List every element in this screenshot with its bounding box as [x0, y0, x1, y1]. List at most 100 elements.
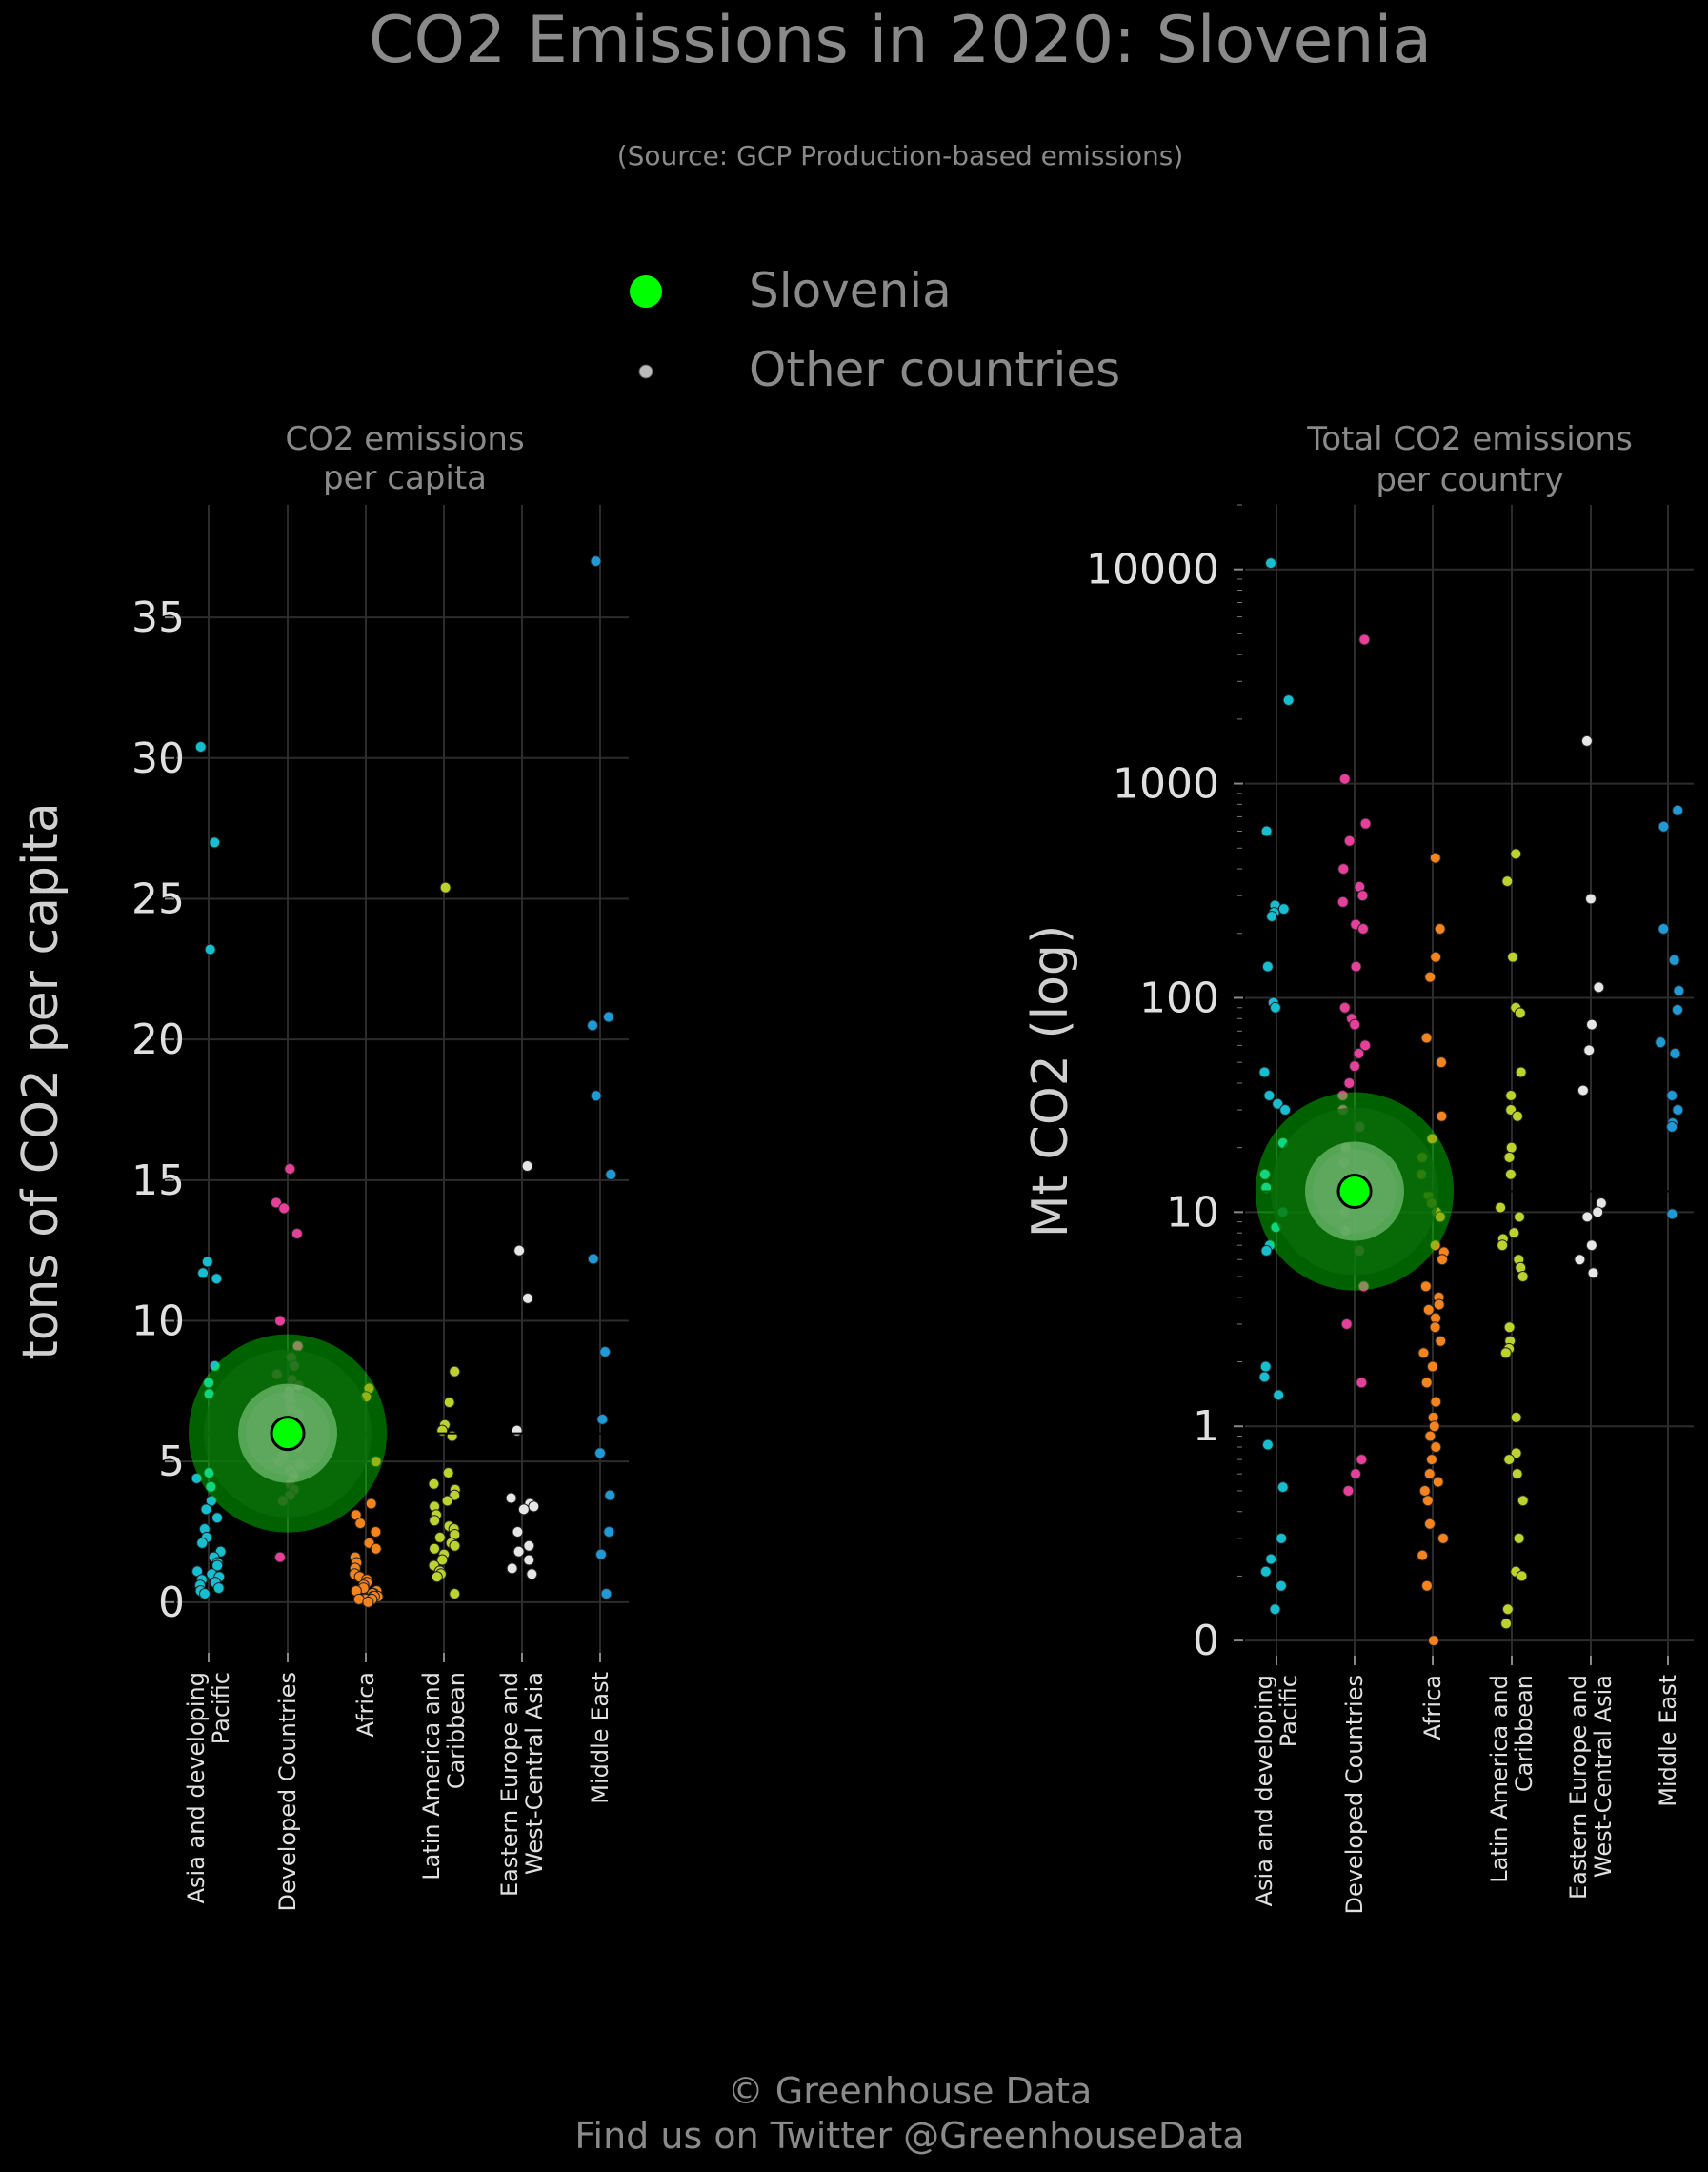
data-point	[1258, 1066, 1271, 1078]
data-point	[1585, 1239, 1597, 1252]
y-tick-label: 0	[158, 1579, 185, 1627]
footer-credit: © Greenhouse Data	[728, 2070, 1093, 2112]
data-point	[1658, 923, 1670, 935]
data-point	[191, 1472, 203, 1484]
data-point	[1260, 1244, 1273, 1257]
data-point	[1436, 1056, 1448, 1069]
legend: Slovenia Other countries	[630, 263, 1120, 397]
data-point	[1501, 1603, 1514, 1616]
footer-twitter: Find us on Twitter @GreenhouseData	[574, 2115, 1244, 2157]
data-point	[1430, 1396, 1442, 1408]
data-point	[197, 1267, 210, 1279]
data-point	[1500, 1618, 1513, 1630]
data-point	[1586, 1018, 1598, 1031]
data-point	[604, 1489, 616, 1501]
x-category-label: Africa	[352, 1672, 379, 1737]
data-point	[1337, 863, 1350, 875]
data-point	[1421, 1579, 1434, 1592]
x-category-label: Pacific	[1276, 1675, 1302, 1747]
y-tick-label: 20	[131, 1016, 185, 1064]
data-point	[512, 1545, 525, 1558]
data-point	[1517, 1271, 1529, 1283]
data-point	[442, 1466, 454, 1478]
data-point	[506, 1562, 518, 1575]
data-point	[449, 1539, 461, 1552]
data-point	[194, 740, 207, 753]
data-point	[274, 1551, 287, 1563]
data-point	[1261, 1438, 1274, 1451]
data-point	[370, 1456, 382, 1468]
data-point	[1336, 1090, 1349, 1102]
data-point	[1668, 954, 1680, 966]
data-point	[1424, 1430, 1437, 1442]
data-point	[1507, 951, 1519, 963]
data-point	[1516, 1570, 1528, 1582]
y-axis-label: Mt CO2 (log)	[1022, 925, 1079, 1237]
y-tick-label: 1000	[1113, 760, 1219, 809]
x-category-label: Caribbean	[1511, 1675, 1537, 1792]
data-point	[1279, 1104, 1292, 1116]
x-category-label: Eastern Europe and	[1565, 1675, 1592, 1900]
data-point	[594, 1447, 607, 1459]
data-point	[1418, 1484, 1431, 1497]
data-point	[505, 1492, 517, 1504]
y-tick-label: 1	[1193, 1402, 1219, 1451]
data-point	[278, 1202, 291, 1215]
legend-marker-other	[638, 364, 653, 379]
data-point	[1510, 1447, 1522, 1459]
x-category-label: Asia and developing	[1251, 1675, 1277, 1906]
data-point	[1417, 1549, 1429, 1561]
data-point	[1340, 1317, 1353, 1330]
data-point	[1259, 1360, 1272, 1373]
data-point	[587, 1253, 599, 1265]
data-point	[1423, 1468, 1436, 1480]
data-point	[1273, 1389, 1285, 1401]
data-point	[1666, 1208, 1678, 1220]
data-point	[1503, 1321, 1516, 1334]
data-point	[1508, 1227, 1520, 1239]
data-point	[1504, 1168, 1517, 1180]
x-category-label: West-Central Asia	[1590, 1675, 1617, 1878]
data-point	[354, 1518, 367, 1530]
y-tick-label: 5	[158, 1438, 185, 1486]
x-category-label: West-Central Asia	[521, 1672, 548, 1875]
panel-title-line: per capita	[323, 459, 487, 497]
data-point	[1356, 1377, 1368, 1389]
legend-marker-highlight	[630, 275, 662, 308]
highlight-point-slovenia	[270, 1416, 306, 1452]
data-point	[1343, 835, 1356, 847]
data-point	[1505, 1141, 1517, 1154]
data-point	[1356, 923, 1369, 935]
data-point	[1433, 1298, 1445, 1311]
data-point	[1426, 1133, 1438, 1145]
data-point	[521, 1160, 533, 1173]
data-point	[512, 1526, 524, 1538]
data-point	[1503, 1151, 1516, 1163]
data-point	[1277, 903, 1290, 915]
data-point	[1437, 1254, 1449, 1266]
data-point	[1511, 1468, 1523, 1480]
x-category-label: Developed Countries	[1341, 1675, 1368, 1915]
data-point	[1671, 1003, 1683, 1016]
data-point	[428, 1478, 440, 1490]
y-tick-label: 25	[131, 875, 185, 923]
data-point	[441, 1495, 453, 1507]
data-point	[1503, 1454, 1516, 1466]
data-point	[429, 1542, 441, 1555]
y-tick-label: 100	[1139, 974, 1219, 1022]
data-point	[1338, 1001, 1351, 1014]
x-category-label: Caribbean	[443, 1672, 470, 1789]
data-point	[1265, 1553, 1277, 1565]
data-point	[439, 881, 452, 894]
data-point	[1343, 1076, 1356, 1089]
data-point	[436, 1554, 449, 1566]
data-point	[1434, 923, 1446, 935]
data-point	[1510, 848, 1522, 860]
data-point	[1672, 804, 1684, 816]
data-point	[1417, 1347, 1430, 1359]
data-point	[1358, 634, 1371, 646]
legend-label-highlight: Slovenia	[749, 263, 952, 318]
data-point	[1430, 951, 1442, 963]
data-point	[526, 1568, 538, 1580]
data-point	[1422, 1303, 1435, 1316]
